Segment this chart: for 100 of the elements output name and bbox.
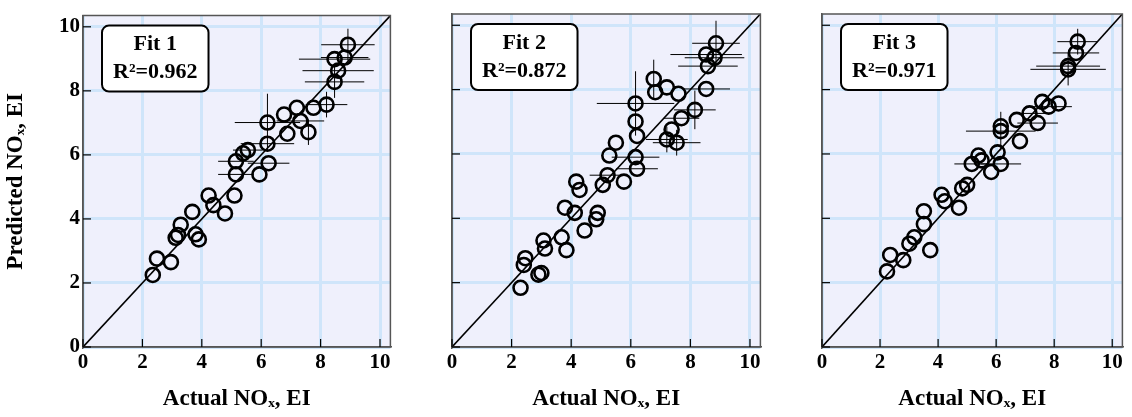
point: [556, 199, 574, 216]
point: [144, 266, 162, 284]
point: [894, 251, 912, 269]
point: [1040, 98, 1057, 115]
x-axis-title: Actual NOₓ, EI: [532, 385, 681, 411]
point: [326, 73, 343, 91]
point: [587, 210, 605, 228]
point: [628, 160, 646, 178]
point: [190, 231, 208, 248]
point: [205, 196, 222, 214]
point: [318, 96, 335, 113]
x-tick-label: 2: [506, 349, 517, 374]
annotation: Fit 2: [502, 28, 546, 54]
point: [558, 241, 575, 259]
x-tick-label: 10: [739, 349, 761, 374]
point: [901, 235, 918, 253]
point: [601, 147, 618, 164]
x-tick-label: 10: [1101, 349, 1123, 374]
y-tick-label: 8: [69, 77, 80, 102]
point: [958, 176, 976, 194]
point: [878, 263, 896, 280]
point: [251, 166, 268, 183]
point: [589, 204, 607, 222]
point: [989, 144, 1006, 161]
point: [627, 113, 644, 130]
annotation: R²=0.872: [481, 56, 567, 82]
point: [936, 192, 954, 210]
x-axis-title: Actual NOₓ, EI: [162, 385, 311, 411]
point: [234, 144, 252, 162]
point: [950, 199, 968, 216]
point: [1069, 33, 1086, 50]
point: [628, 127, 646, 145]
point: [1011, 132, 1029, 150]
point: [645, 70, 663, 88]
x-axis-title: Actual NOₓ, EI: [898, 385, 1047, 411]
annotation: R²=0.962: [112, 58, 198, 84]
point: [668, 134, 685, 151]
point: [1033, 93, 1051, 111]
y-tick-label: 10: [59, 13, 80, 38]
annotation: Fit 1: [133, 30, 177, 56]
point: [535, 232, 552, 249]
point: [184, 203, 201, 221]
point: [1008, 111, 1026, 129]
point: [553, 228, 570, 246]
point: [259, 135, 276, 152]
point: [915, 215, 933, 233]
point: [615, 173, 633, 190]
point: [953, 180, 971, 197]
x-tick-label: 8: [685, 349, 696, 374]
x-tick-label: 0: [816, 349, 828, 374]
point: [259, 114, 276, 131]
y-tick-label: 4: [69, 205, 81, 230]
point: [536, 240, 554, 257]
point: [567, 173, 585, 190]
x-tick-label: 6: [990, 349, 1002, 374]
point: [148, 250, 166, 267]
point: [992, 122, 1010, 140]
point: [921, 241, 939, 259]
point: [933, 186, 950, 204]
point: [963, 155, 981, 173]
point: [1050, 95, 1067, 112]
x-tick-label: 2: [874, 349, 886, 374]
point: [279, 125, 296, 143]
annotation: Fit 3: [872, 28, 916, 54]
point: [227, 152, 245, 170]
point: [1021, 105, 1038, 122]
point: [339, 36, 357, 54]
point: [512, 279, 529, 297]
x-tick-label: 4: [196, 349, 208, 374]
point: [699, 57, 717, 75]
point: [992, 117, 1010, 135]
point: [970, 147, 987, 164]
point: [216, 205, 234, 222]
point: [706, 49, 723, 67]
point: [627, 95, 644, 112]
point: [1059, 57, 1077, 75]
point: [275, 106, 293, 123]
y-tick-label: 2: [69, 269, 80, 294]
point: [663, 121, 680, 138]
point: [1059, 61, 1077, 78]
point: [187, 225, 204, 243]
x-tick-label: 6: [255, 349, 267, 374]
point: [292, 112, 309, 130]
point: [517, 249, 534, 267]
point: [881, 246, 899, 264]
x-tick-label: 4: [565, 349, 577, 374]
x-tick-label: 2: [137, 349, 148, 374]
x-tick-label: 0: [446, 349, 458, 374]
point: [226, 187, 243, 204]
point: [571, 181, 588, 199]
annotation: R²=0.971: [851, 56, 937, 82]
point: [288, 99, 306, 117]
point: [686, 101, 704, 119]
point: [172, 216, 190, 233]
x-tick-label: 10: [369, 349, 391, 374]
point: [594, 176, 612, 194]
point: [906, 228, 923, 246]
point: [260, 154, 277, 172]
y-tick-label: 6: [69, 141, 80, 166]
point: [627, 148, 644, 166]
